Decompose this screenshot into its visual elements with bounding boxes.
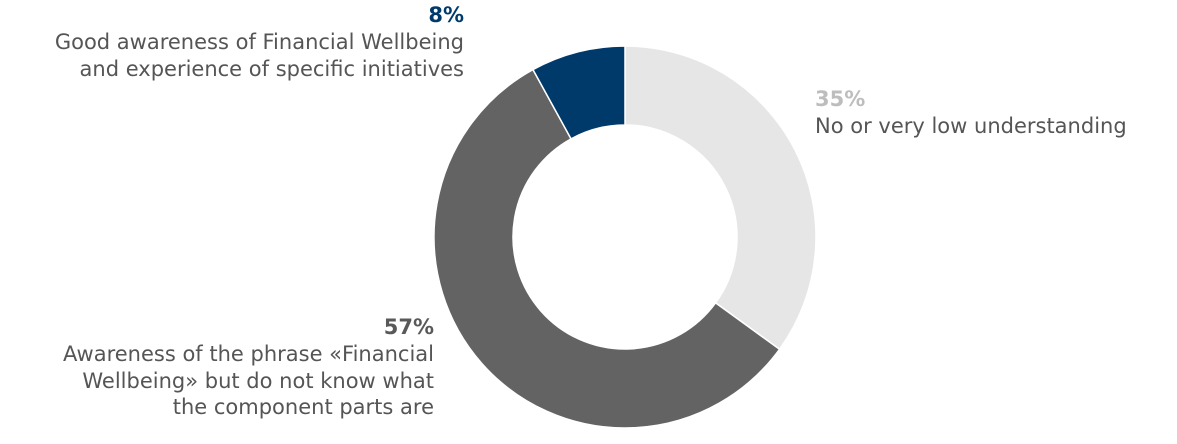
description-line: No or very low understanding (815, 114, 1127, 139)
description-line: Good awareness of Financial Wellbeing (54, 30, 464, 55)
slice-label-good-awareness: 8% Good awareness of Financial Wellbeing… (55, 3, 464, 82)
slice-no-understanding (624, 45, 817, 351)
slice-percent-no-understanding: 35% (815, 87, 866, 111)
slice-description-no-understanding: No or very low understanding (815, 113, 1127, 140)
slice-description-good-awareness: Good awareness of Financial Wellbeing an… (55, 29, 464, 82)
description-line: Awareness of the phrase «Financial (63, 342, 434, 367)
slice-phrase-awareness (433, 68, 781, 429)
slice-percent-phrase-awareness: 57% (383, 315, 434, 339)
slice-percent-good-awareness: 8% (428, 3, 464, 27)
description-line: and experience of specific initiatives (79, 56, 464, 81)
slice-label-no-understanding: 35% No or very low understanding (815, 87, 1127, 140)
slice-label-phrase-awareness: 57% Awareness of the phrase «Financial W… (63, 315, 434, 421)
slice-good-awareness (531, 45, 626, 140)
slice-description-phrase-awareness: Awareness of the phrase «Financial Wellb… (63, 341, 434, 421)
description-line: Wellbeing» but do not know what (82, 368, 434, 393)
description-line: the component parts are (172, 395, 434, 420)
